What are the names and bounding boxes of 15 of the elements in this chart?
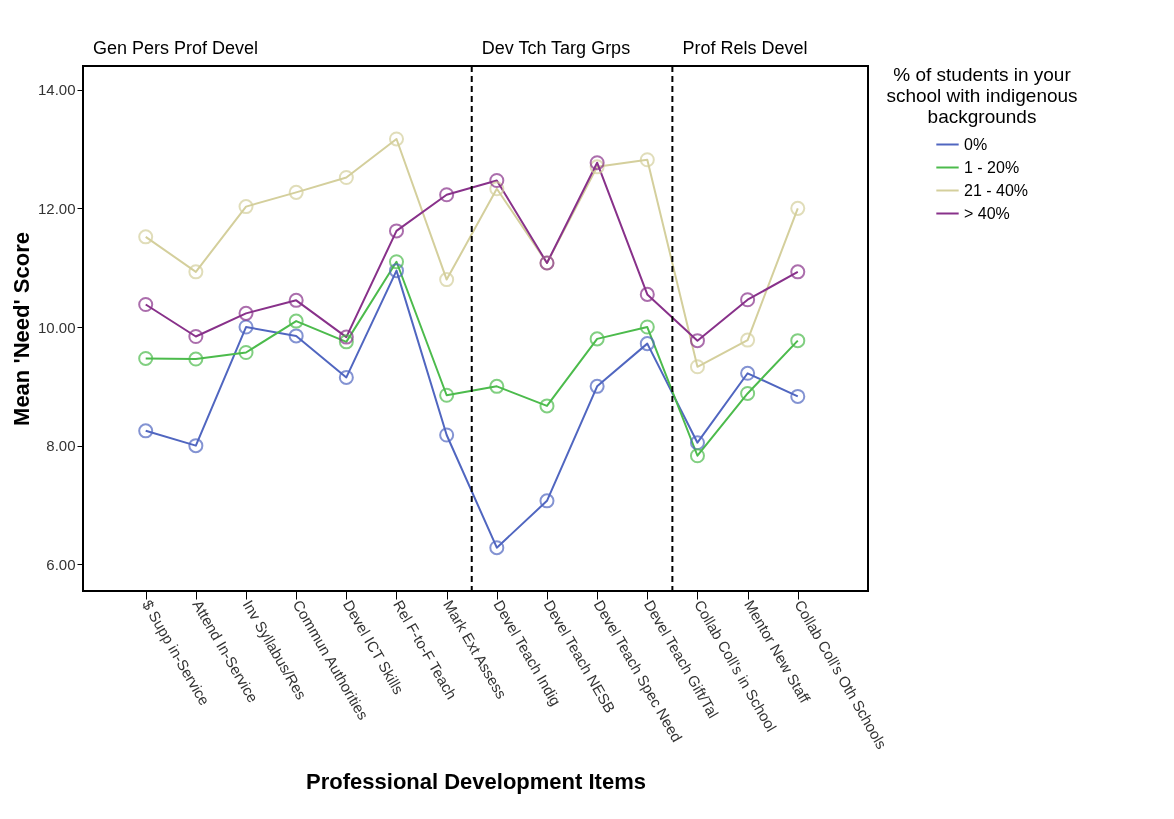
legend-label: 1 - 20% xyxy=(964,158,1020,176)
y-tick-label: 10.00 xyxy=(37,318,76,336)
legend-label: 21 - 40% xyxy=(964,181,1029,199)
text: Dev Tch Targ Grps xyxy=(481,38,631,58)
text: Gen Pers Prof Devel xyxy=(93,38,259,58)
legend-label: 0% xyxy=(964,135,988,153)
legend-title: % of students in your school with indigenous backgrounds xyxy=(886,64,1078,127)
legend-label: > 40% xyxy=(964,204,1010,222)
y-tick-label: 12.00 xyxy=(37,199,76,217)
y-tick-label: 14.00 xyxy=(37,81,76,99)
y-tick-label: 6.00 xyxy=(46,555,76,573)
y-axis-title: Mean 'Need' Score xyxy=(8,232,34,426)
y-tick-label: 8.00 xyxy=(46,437,76,455)
x-axis-title: Professional Development Items xyxy=(306,768,646,794)
text: Prof Rels Devel xyxy=(682,38,808,58)
